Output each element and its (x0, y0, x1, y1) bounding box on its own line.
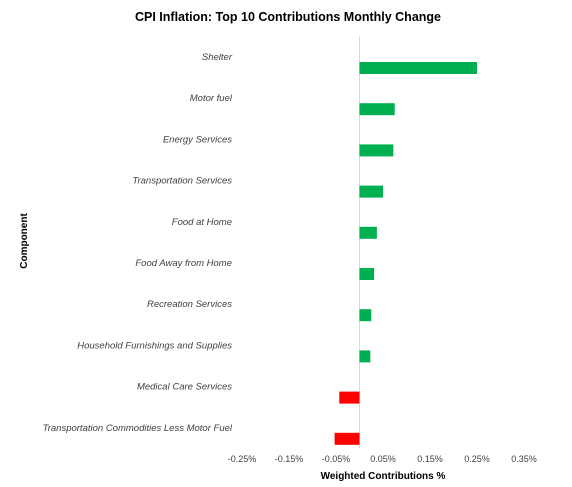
category-label: Household Furnishings and Supplies (77, 340, 232, 351)
bar-food-away-from-home (359, 268, 375, 280)
bar-energy-services (359, 144, 394, 157)
category-label: Transportation Commodities Less Motor Fu… (43, 423, 233, 434)
bar-household-furnishings-and-supplies (359, 350, 371, 363)
x-tick-label: 0.15% (417, 454, 443, 464)
x-tick-label: 0.05% (370, 454, 396, 464)
category-label: Medical Care Services (137, 382, 232, 393)
category-label: Food at Home (172, 217, 232, 228)
bar-medical-care-services (339, 391, 360, 404)
bar-food-at-home (359, 226, 377, 239)
category-label: Recreation Services (147, 299, 232, 310)
category-label: Shelter (202, 52, 233, 63)
x-tick-label: -0.15% (275, 454, 304, 464)
category-labels-group: Shelter Motor fuel Energy Services Transpor… (43, 52, 233, 434)
x-tick-label: 0.25% (464, 454, 490, 464)
x-tick-label: 0.35% (511, 454, 537, 464)
x-tick-label: -0.25% (228, 454, 257, 464)
chart-title: CPI Inflation: Top 10 Contributions Mont… (135, 10, 441, 24)
x-tick-labels-group: -0.25% -0.15% -0.05% 0.05% 0.15% 0.25% 0.35% (228, 454, 537, 464)
bar-transportation-services (359, 185, 383, 198)
bars-group (334, 62, 477, 445)
bar-transportation-commodities-less-motor-fuel (334, 432, 360, 445)
category-label: Motor fuel (190, 93, 233, 104)
bar-motor-fuel (359, 103, 395, 116)
category-label: Energy Services (163, 134, 232, 145)
bar-shelter (359, 62, 477, 74)
x-axis-title: Weighted Contributions % (321, 471, 446, 482)
category-label: Transportation Services (132, 176, 232, 187)
y-axis-title: Component (19, 213, 30, 269)
x-tick-label: -0.05% (322, 454, 351, 464)
bar-recreation-services (359, 309, 372, 322)
category-label: Food Away from Home (135, 258, 232, 269)
